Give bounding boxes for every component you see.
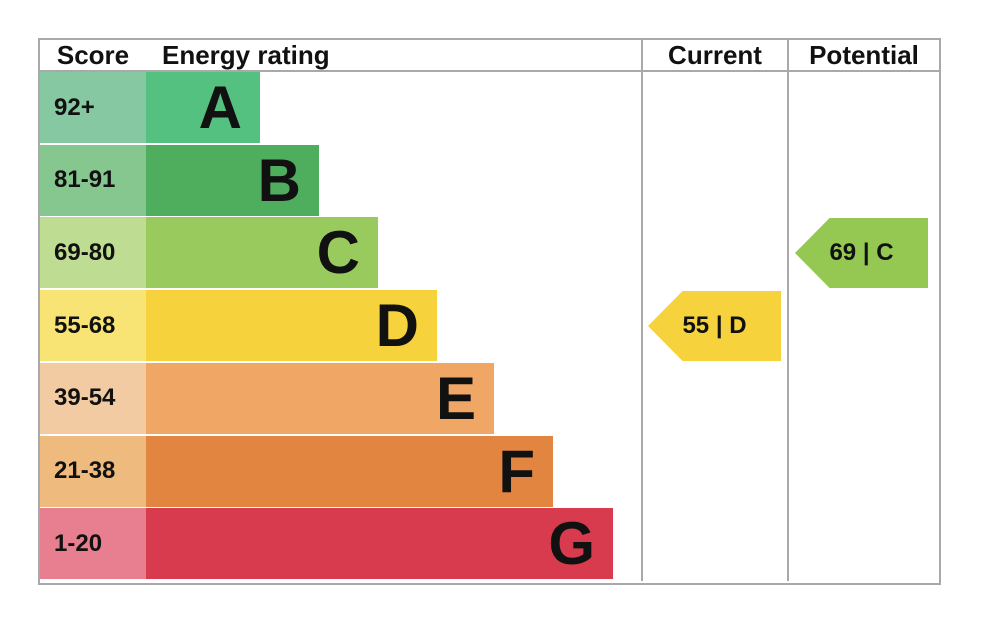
band-row-a: 92+ A [40, 72, 641, 145]
score-column-header: Score [56, 39, 130, 70]
band-letter-f: F [498, 437, 535, 505]
energy-rating-column-header: Energy rating [162, 39, 330, 70]
potential-column: 69 | C [787, 72, 939, 581]
band-bar-g: G [146, 508, 613, 580]
band-letter-a: A [198, 74, 242, 141]
band-bar-f: F [146, 435, 553, 507]
score-range-d: 55-68 [40, 290, 146, 362]
band-row-b: 81-91 B [40, 144, 641, 218]
score-range-e: 39-54 [40, 362, 146, 434]
band-row-e: 39-54 E [40, 362, 641, 436]
band-bar-e: E [146, 362, 494, 434]
score-range-c: 69-80 [40, 217, 146, 289]
band-letter-e: E [435, 364, 476, 432]
score-range-g: 1-20 [40, 508, 146, 580]
current-column: 55 | D [641, 72, 787, 581]
band-row-g: 1-20 G [40, 508, 641, 581]
current-rating-arrow: 55 | D [648, 291, 781, 361]
score-range-f: 21-38 [40, 435, 146, 507]
band-letter-b: B [257, 146, 301, 214]
band-bar-b: B [146, 144, 319, 216]
rating-bands: 92+ A 81-91 B 69-80 C 55-68 D 39-54 E 21… [40, 72, 641, 581]
epc-rating-chart: Score Energy rating Current Potential 92… [38, 38, 941, 585]
header-row: Score Energy rating Current Potential [40, 40, 939, 72]
score-range-a: 92+ [40, 72, 146, 143]
current-column-header: Current [641, 40, 787, 70]
band-row-d: 55-68 D [40, 290, 641, 363]
band-letter-c: C [316, 219, 360, 287]
band-row-f: 21-38 F [40, 435, 641, 509]
band-bar-a: A [146, 72, 260, 143]
potential-rating-arrow: 69 | C [795, 218, 928, 288]
band-bar-d: D [146, 290, 437, 362]
potential-column-header: Potential [787, 40, 939, 70]
band-letter-g: G [548, 510, 595, 578]
band-row-c: 69-80 C [40, 217, 641, 290]
score-range-b: 81-91 [40, 144, 146, 216]
band-bar-c: C [146, 217, 378, 289]
band-letter-d: D [375, 292, 419, 360]
chart-body: 92+ A 81-91 B 69-80 C 55-68 D 39-54 E 21… [40, 72, 939, 581]
